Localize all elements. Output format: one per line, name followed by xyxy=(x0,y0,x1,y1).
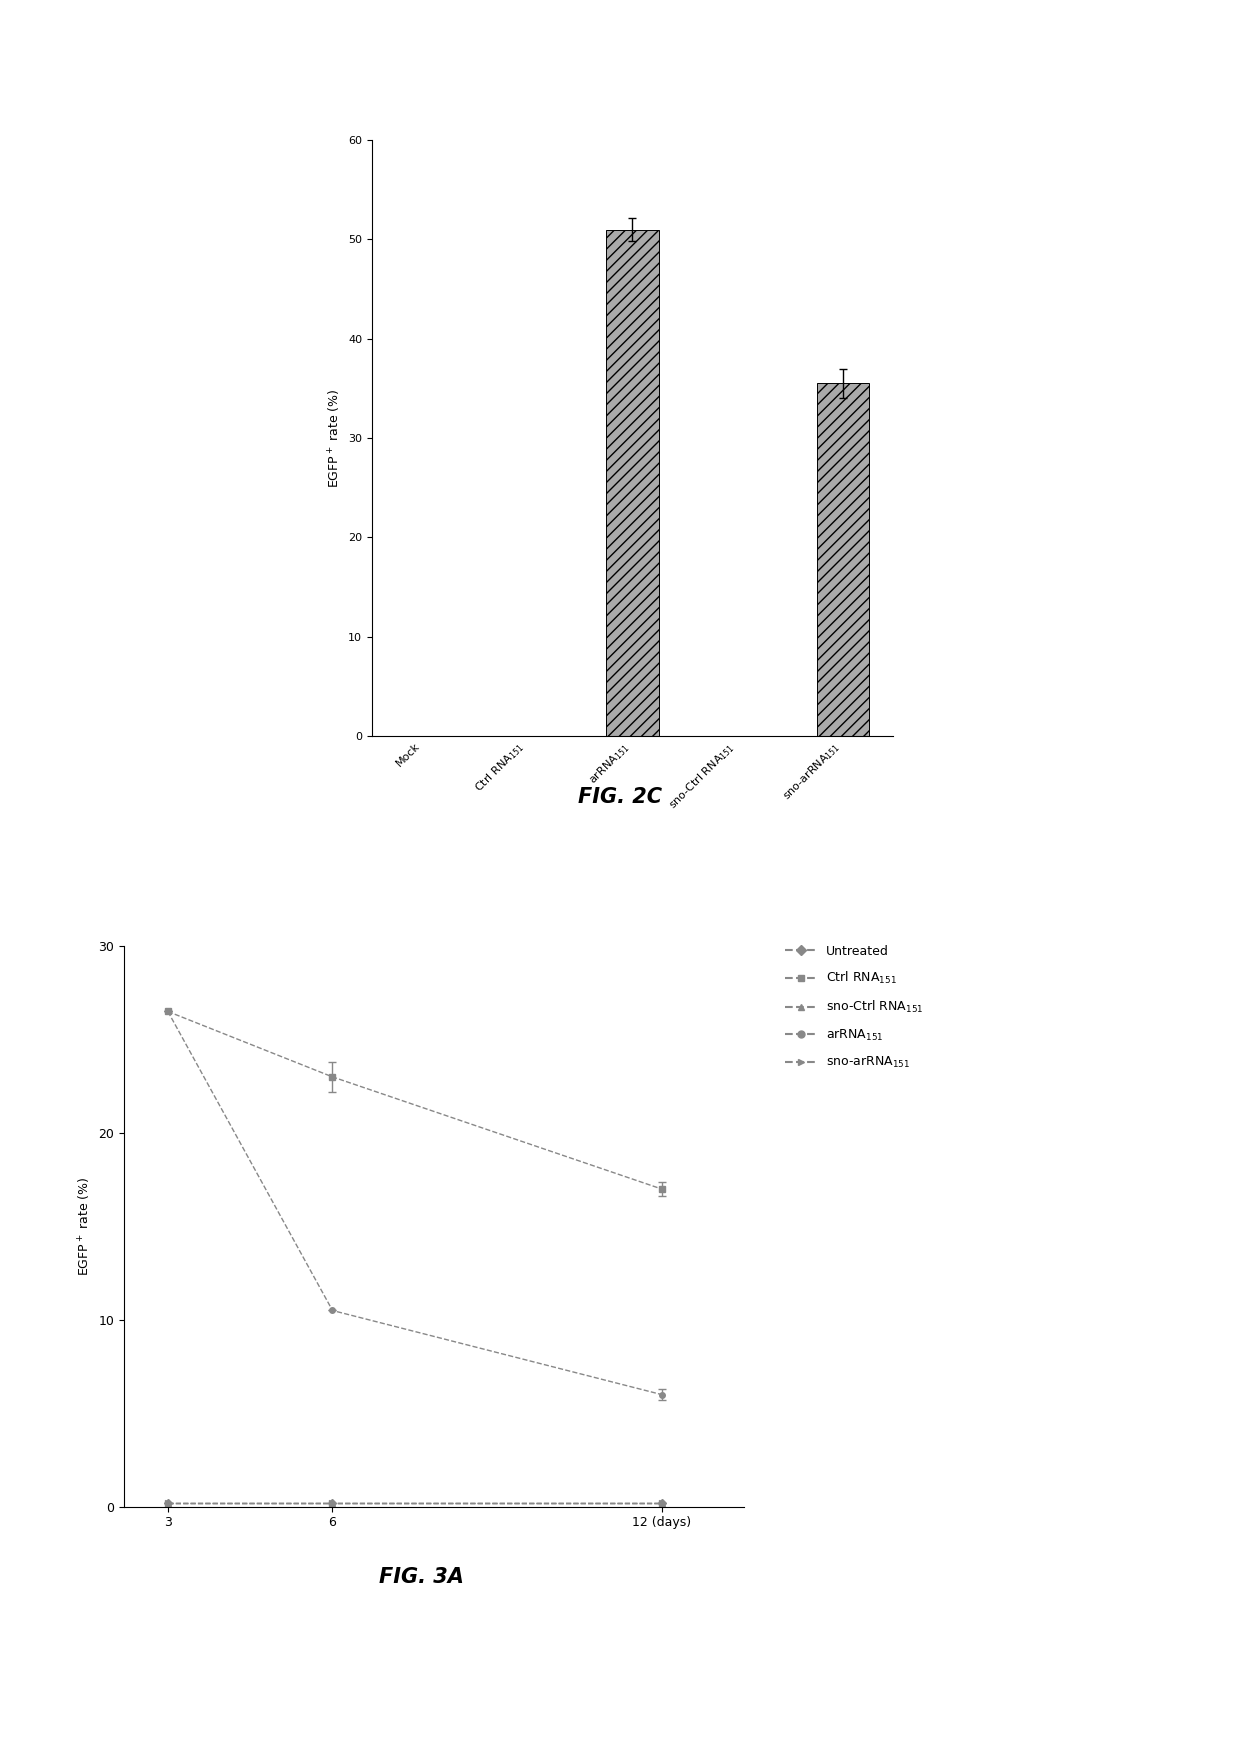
Y-axis label: EGFP$^+$ rate (%): EGFP$^+$ rate (%) xyxy=(326,389,342,487)
Text: FIG. 3A: FIG. 3A xyxy=(379,1566,464,1587)
Legend: Untreated, Ctrl RNA$_{151}$, sno-Ctrl RNA$_{151}$, arRNA$_{151}$, sno-arRNA$_{15: Untreated, Ctrl RNA$_{151}$, sno-Ctrl RN… xyxy=(781,941,928,1074)
Bar xyxy=(606,230,658,736)
Y-axis label: EGFP$^+$ rate (%): EGFP$^+$ rate (%) xyxy=(77,1177,93,1275)
Bar xyxy=(816,384,869,736)
Text: FIG. 2C: FIG. 2C xyxy=(578,787,662,808)
